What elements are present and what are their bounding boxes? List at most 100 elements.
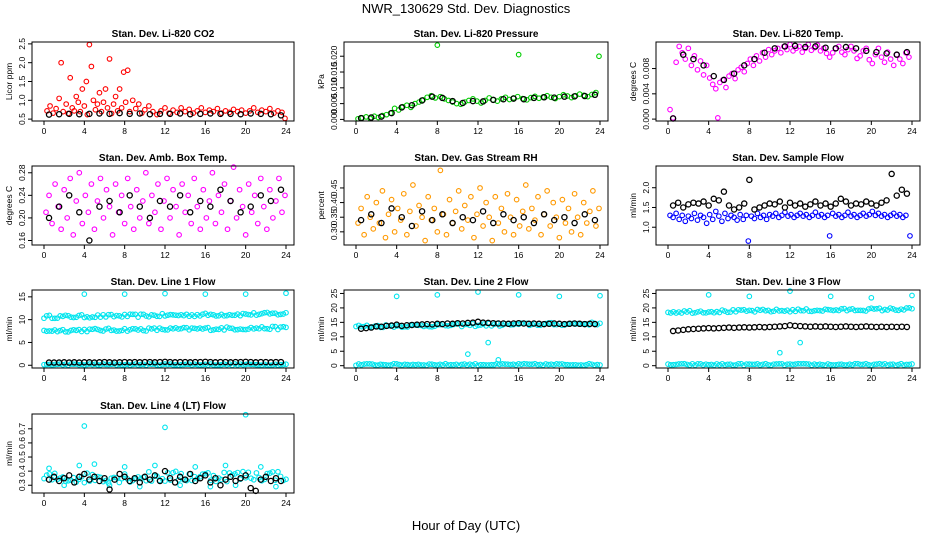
data-point [515,51,522,58]
data-point [267,105,273,112]
x-tick-label: 16 [514,250,524,260]
data-point [176,231,182,238]
data-point [176,110,184,117]
data-point [126,110,133,118]
data-point [873,323,880,331]
data-point [822,200,829,207]
data-point [58,226,64,233]
data-point [55,110,63,118]
data-point [766,323,773,331]
data-point [51,470,58,477]
data-point [202,361,209,368]
data-point [197,474,204,482]
data-point [197,110,204,118]
data-point [382,234,389,241]
data-point [232,326,238,333]
x-tick-label: 8 [435,373,440,383]
data-point [136,479,144,486]
data-point [769,213,776,220]
x-tick-label: 8 [122,126,127,136]
data-point [116,328,123,334]
data-point [73,93,80,100]
data-point [827,361,834,368]
data-point [760,212,767,219]
x-tick-label: 0 [42,498,47,508]
data-point [141,106,148,113]
data-point [372,362,378,368]
data-point [213,478,219,485]
x-tick-label: 24 [281,126,291,136]
data-point [777,49,784,56]
data-point [121,464,128,470]
data-point [79,86,86,92]
data-point [141,473,149,481]
data-point [837,195,845,203]
data-point [824,212,831,219]
data-point [868,323,875,330]
data-point [854,55,860,62]
data-point [593,223,599,229]
data-point [55,203,63,210]
y-tick-label: 0.5 [17,451,27,463]
data-point [170,325,176,332]
data-point [132,105,139,112]
x-tick-label: 24 [907,250,917,260]
data-point [680,51,687,58]
data-point [283,324,289,331]
x-tick-label: 8 [435,250,440,260]
data-point [730,324,738,332]
data-point [510,361,517,368]
data-point [538,231,544,238]
data-point [202,472,209,479]
data-point [773,361,780,367]
data-point [735,324,743,331]
data-point [207,110,214,117]
data-point [257,110,265,118]
data-point [556,234,563,241]
data-point [899,60,906,67]
data-point [70,231,77,238]
data-point [730,206,738,213]
data-point [800,360,807,367]
data-point [510,216,517,224]
y-axis-label: ml/min [628,316,638,341]
data-point [222,462,229,469]
data-point [443,231,450,238]
data-point [242,291,249,297]
data-point [857,361,864,368]
data-point [398,213,405,221]
x-tick-label: 4 [394,250,399,260]
data-point [495,357,502,363]
x-tick-label: 16 [514,373,524,383]
y-tick-label: 20 [641,303,651,313]
data-point [410,182,416,188]
x-tick-label: 4 [82,250,87,260]
y-tick-label: 0.7 [17,423,27,435]
data-point [237,326,244,332]
y-tick-label: 0 [641,363,651,368]
data-point [878,199,885,206]
data-point [673,59,679,66]
data-point [786,321,794,329]
data-point [857,307,864,314]
data-point [667,310,674,316]
data-point [771,201,779,208]
data-point [161,467,169,475]
y-tick-label: 20 [329,303,339,313]
y-tick-label: 2.0 [641,182,651,194]
data-point [530,94,538,102]
y-tick-label: 1.0 [17,94,27,106]
data-point [852,45,860,52]
data-point [242,411,249,418]
data-point [903,212,909,219]
data-point [726,73,732,79]
data-point [221,469,228,476]
data-point [878,323,885,330]
data-point [106,56,113,62]
data-point [191,325,198,332]
data-point [178,311,184,318]
x-tick-label: 12 [160,373,170,383]
data-point [583,220,590,226]
data-point [146,220,152,227]
